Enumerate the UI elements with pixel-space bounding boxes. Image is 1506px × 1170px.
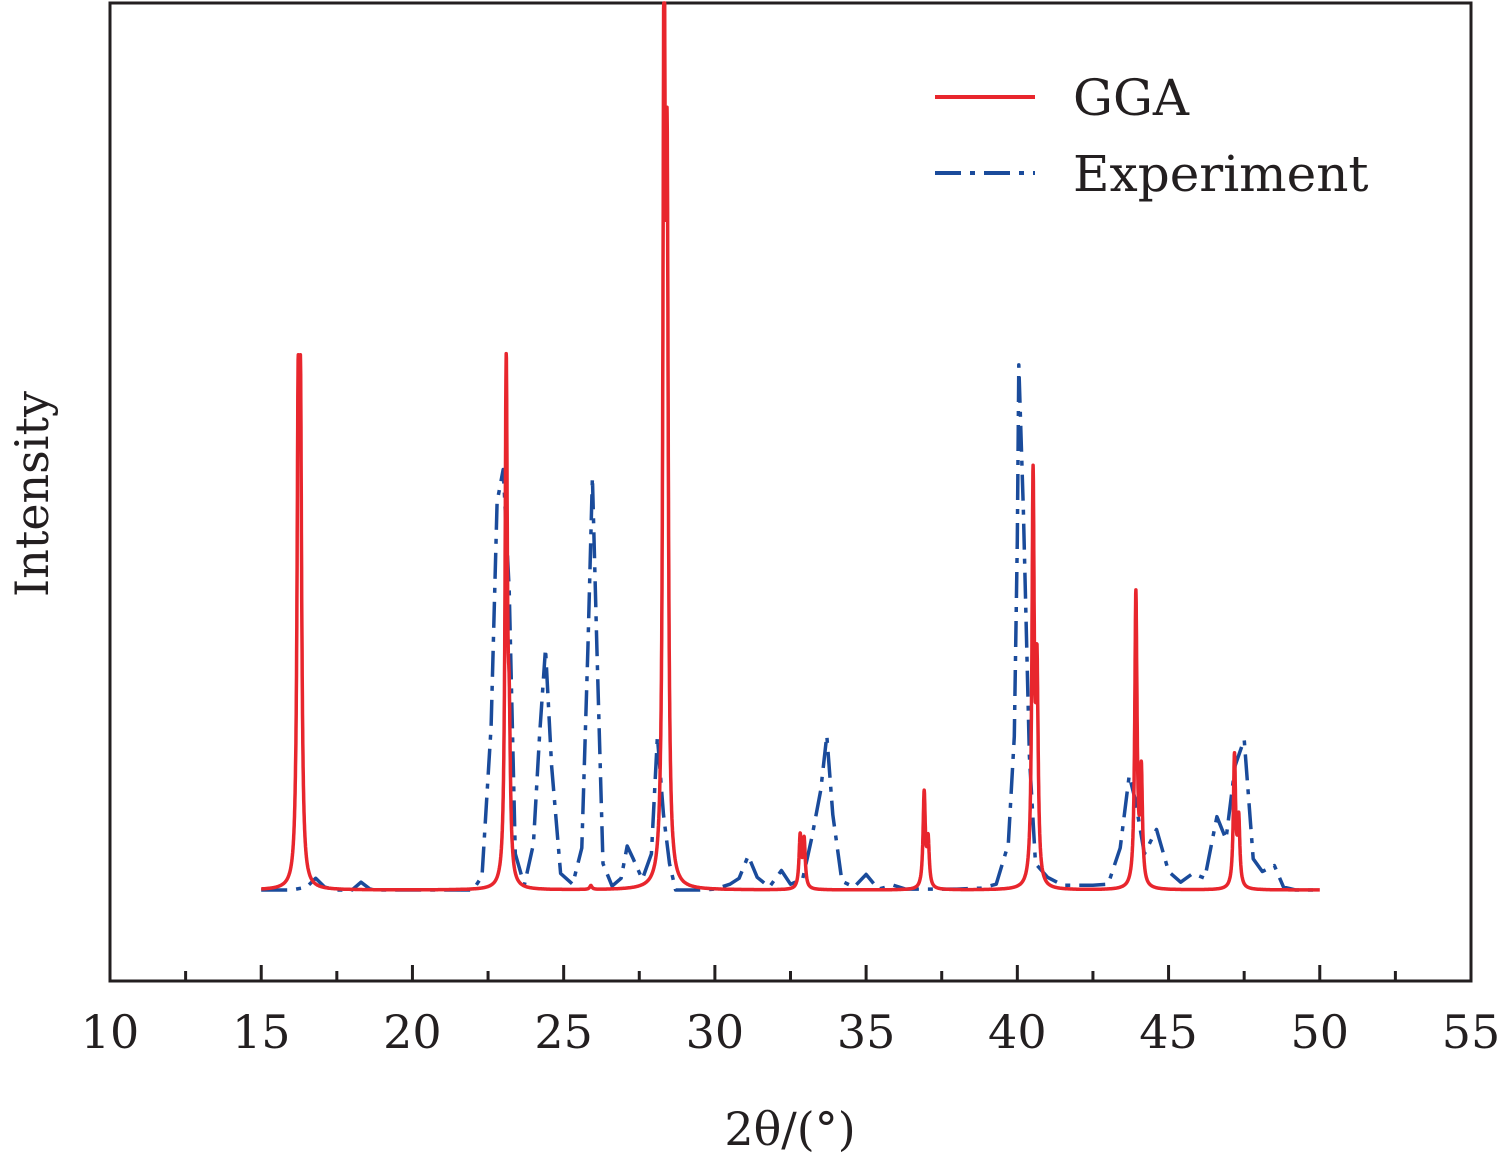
x-tick-label: 35 [837,1005,896,1059]
x-axis-tick-labels: 10 15 20 25 30 35 40 45 50 55 [81,1005,1501,1059]
series-layer [259,1,1322,892]
legend: GGA Experiment [935,69,1368,203]
series-experiment-line [261,363,1320,892]
legend-label-gga: GGA [1073,69,1190,127]
x-tick-label: 30 [686,1005,745,1059]
x-axis-ticks [108,965,1473,981]
x-tick-label: 40 [988,1005,1047,1059]
x-tick-label: 55 [1442,1005,1501,1059]
legend-label-experiment: Experiment [1073,145,1368,203]
x-tick-label: 15 [232,1005,291,1059]
x-tick-label: 20 [383,1005,442,1059]
x-tick-label: 50 [1291,1005,1350,1059]
x-tick-label: 10 [81,1005,140,1059]
y-axis-title: Intensity [5,391,59,597]
x-tick-label: 25 [534,1005,593,1059]
x-tick-label: 45 [1139,1005,1198,1059]
x-axis-title: 2θ/(°) [724,1102,855,1156]
series-gga-line [259,1,1322,892]
